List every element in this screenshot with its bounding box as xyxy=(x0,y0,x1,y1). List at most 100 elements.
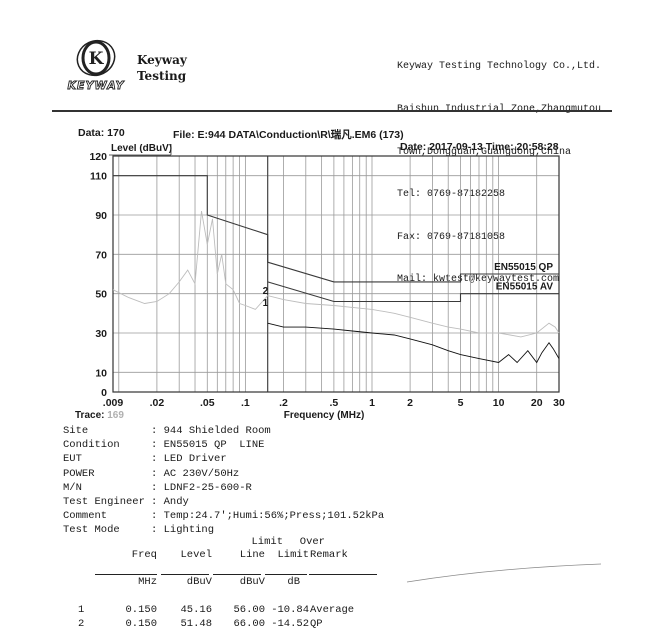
info-value: Temp:24.7';Humi:56%;Press;101.52kPa xyxy=(163,510,385,523)
info-key: Comment xyxy=(63,510,108,523)
legend-label: EN55015 QP xyxy=(494,262,553,273)
results-table: Limit Over Freq Level Line Limit Remark … xyxy=(78,536,395,636)
info-key: Test Mode xyxy=(63,524,120,537)
x-tick-label: .1 xyxy=(241,397,250,409)
x-tick-label: 5 xyxy=(458,397,464,409)
info-value: Andy xyxy=(163,496,189,509)
header-over-top: Over xyxy=(299,536,325,548)
header-underline xyxy=(161,574,209,575)
trace-label-text: Trace: xyxy=(75,410,105,421)
marker-label: 2 xyxy=(263,286,269,297)
info-separator: : xyxy=(151,425,164,437)
row-limit: 56.00 xyxy=(233,604,265,616)
y-axis-label: Level (dBuV) xyxy=(111,144,172,154)
row-number: 1 xyxy=(78,604,85,616)
info-value: LDNF2-25-600-R xyxy=(163,481,252,494)
info-key: EUT xyxy=(63,453,82,466)
info-value: EN55015 QP LINE xyxy=(163,439,265,452)
y-tick-label: 30 xyxy=(95,328,107,340)
data-number: Data: 170 xyxy=(78,127,125,139)
info-key: Test Engineer xyxy=(63,496,145,509)
info-key: M/N xyxy=(63,481,82,494)
x-axis-label: Frequency (MHz) xyxy=(284,410,365,421)
logo-letter: K xyxy=(89,49,105,69)
company-contact: Keyway Testing Technology Co.,Ltd. Baish… xyxy=(397,32,601,302)
company-name: Keyway Testing xyxy=(137,52,187,84)
info-value: LED Driver xyxy=(163,453,227,466)
info-row: POWER: AC 230V/50Hz xyxy=(63,467,384,481)
marker-label: 1 xyxy=(263,298,269,309)
logo-word: KEYWAY xyxy=(68,79,125,92)
row-freq: 0.150 xyxy=(125,618,157,630)
info-value: AC 230V/50Hz xyxy=(163,467,240,480)
row-remark: Average xyxy=(310,604,355,616)
x-tick-label: 30 xyxy=(553,397,565,409)
pen-mark xyxy=(405,562,605,590)
y-tick-label: 120 xyxy=(89,151,107,163)
y-tick-label: 50 xyxy=(95,289,107,301)
row-remark: QP xyxy=(310,618,323,630)
row-level: 51.48 xyxy=(180,618,212,630)
contact-line: Baishun Industrial Zone,Zhangmutou xyxy=(397,103,601,117)
y-tick-label: 0 xyxy=(101,387,107,399)
company-name-line1: Keyway xyxy=(137,53,187,67)
x-tick-label: 20 xyxy=(531,397,543,409)
series-line-0 xyxy=(113,175,559,283)
company-logo: K KEYWAY xyxy=(62,36,130,94)
info-row: Site: 944 Shielded Room xyxy=(63,424,384,438)
row-limit: 66.00 xyxy=(233,618,265,630)
contact-mail: Mail: kwtest@keywaytest.com xyxy=(397,274,560,286)
info-key: Condition xyxy=(63,439,120,452)
info-row: Comment: Temp:24.7';Humi:56%;Press;101.5… xyxy=(63,509,384,523)
series-line-1 xyxy=(267,281,559,303)
header-level: Level xyxy=(180,549,212,561)
x-tick-label: .05 xyxy=(200,397,215,409)
info-key: Site xyxy=(63,425,89,437)
series-line-2 xyxy=(112,211,560,338)
y-tick-label: 90 xyxy=(95,210,107,222)
info-separator: : xyxy=(151,439,164,452)
legend-label: EN55015 AV xyxy=(496,282,554,293)
emission-chart: 1 2 0 10 30 50 70 90 110 120.009.02.05.1.2.5 1 2 5 10… xyxy=(70,142,580,424)
unit-freq: MHz xyxy=(138,576,157,588)
unit-limit: dBuV xyxy=(239,576,265,588)
contact-line: Town,Dongguan,Guangdong,China xyxy=(397,146,572,158)
x-tick-label: 10 xyxy=(493,397,505,409)
info-row: Test Engineer: Andy xyxy=(63,495,384,509)
info-separator: : xyxy=(151,481,164,494)
date-time: Date: 2017-09-13 Time: 20:58:28 xyxy=(400,141,559,153)
info-value: 944 Shielded Room xyxy=(163,425,271,437)
header-limit-top: Limit xyxy=(251,536,283,548)
info-row: EUT: LED Driver xyxy=(63,452,384,466)
y-tick-label: 10 xyxy=(95,367,107,379)
x-tick-label: 2 xyxy=(407,397,413,409)
header-limit-line: Line xyxy=(239,549,265,561)
info-separator: : xyxy=(151,510,164,523)
trace-label: Trace: 169 xyxy=(75,410,124,421)
unit-level: dBuV xyxy=(186,576,212,588)
info-separator: : xyxy=(151,453,164,466)
header-over-limit: Limit xyxy=(277,549,309,561)
header-underline xyxy=(265,574,307,575)
x-tick-label: 1 xyxy=(369,397,375,409)
info-separator: : xyxy=(151,496,164,509)
header-freq: Freq xyxy=(131,549,157,561)
header-divider xyxy=(52,110,612,112)
y-tick-label: 70 xyxy=(95,249,107,261)
test-info: Site: 944 Shielded Room Condition: EN5501… xyxy=(63,424,384,538)
row-over: -14.52 xyxy=(271,618,309,630)
y-tick-label: 110 xyxy=(90,171,107,183)
file-name: File: E:944 DATA\Conduction\R\瑞凡.EM6 (17… xyxy=(173,129,404,141)
header-remark: Remark xyxy=(310,549,348,561)
header-underline xyxy=(95,574,157,575)
contact-phone: Tel: 0769-87182258 xyxy=(397,189,506,201)
contact-line: Keyway Testing Technology Co.,Ltd. xyxy=(397,61,602,73)
unit-over: dB xyxy=(287,576,300,588)
contact-fax: Fax: 0769-87181058 xyxy=(397,231,506,243)
x-tick-label: .5 xyxy=(330,397,339,409)
x-tick-label: .2 xyxy=(279,397,288,409)
info-value: Lighting xyxy=(163,524,215,537)
company-name-line2: Testing xyxy=(137,69,187,83)
info-row: M/N: LDNF2-25-600-R xyxy=(63,481,384,495)
row-freq: 0.150 xyxy=(125,604,157,616)
